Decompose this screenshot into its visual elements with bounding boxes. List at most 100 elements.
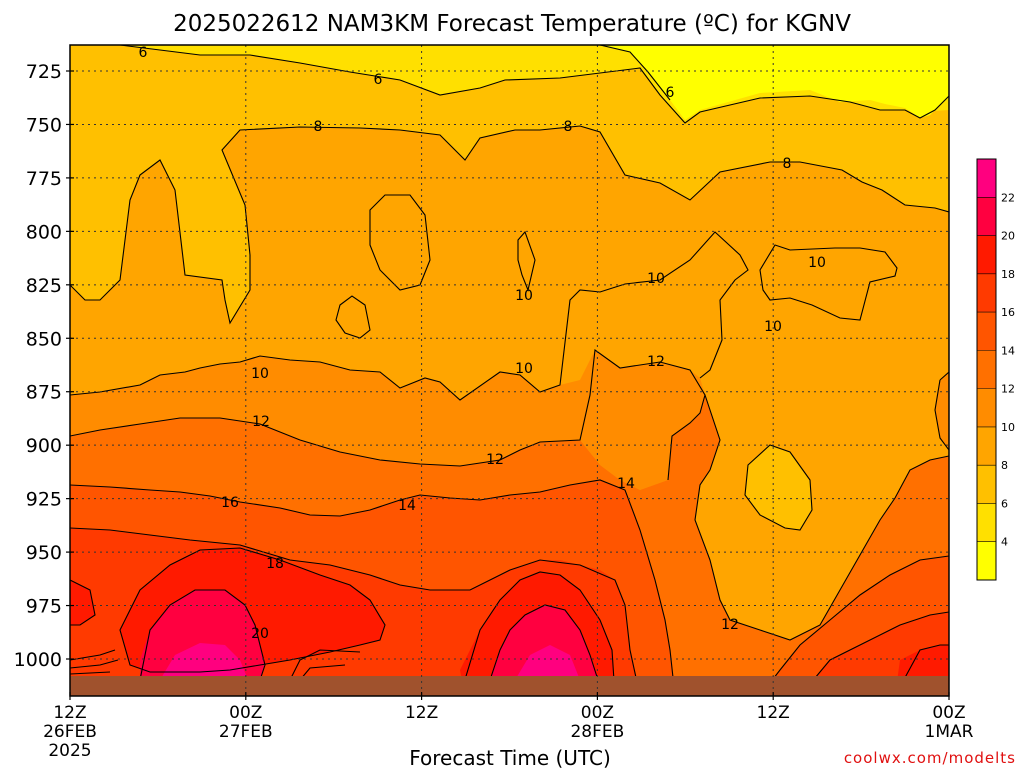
colorbar-label: 10 [1001,421,1015,434]
plot-frame [69,44,950,697]
colorbar-segment [977,465,996,504]
band-8-10 [70,45,949,323]
contour-line-14 [70,479,676,696]
x-tick-date: 27FEB [219,722,273,742]
contour-line-10d [517,230,536,292]
contour-labels: 6 6 6 8 8 8 10 10 10 10 10 10 12 12 12 12 14 14 16 18 20 [139,45,826,642]
x-tick-date: 26FEB [43,722,97,742]
contour-label-18: 18 [266,556,284,572]
grid [70,45,949,696]
contour-line-14r [759,555,949,696]
contour-label-12: 12 [647,354,665,370]
band-4-6 [600,45,949,120]
credit-text: coolwx.com/modelts [844,749,1016,767]
colorbar-frame [976,158,997,581]
colorbar-segment [977,197,996,236]
contour-label-10: 10 [808,255,826,271]
x-tick-year: 2025 [48,741,91,761]
contour-line-8 [70,125,949,325]
contour-label-6: 6 [374,72,383,88]
y-tick-label: 875 [26,382,62,404]
band-10-12-pocket1 [370,195,430,290]
y-tick-label: 775 [26,168,62,190]
y-tick-label: 800 [26,221,62,243]
colorbar-segment [977,273,996,313]
contour-label-8: 8 [314,119,323,135]
contour-label-8: 8 [783,156,792,172]
contour-line-16 [70,527,641,696]
contour-label-12: 12 [252,414,270,430]
colorbar-label: 4 [1001,536,1008,549]
band-20-22 [70,548,949,696]
colorbar-segment [977,426,996,466]
contour-label-10: 10 [251,366,269,382]
plot-area [70,45,949,696]
contour-label-6: 6 [139,45,148,61]
contour-line-10a [369,194,431,291]
colorbar-label: 18 [1001,268,1015,281]
band-12-14 [70,350,705,490]
contour-label-10: 10 [515,361,533,377]
y-tick-label: 850 [26,328,62,350]
colorbar-label: 6 [1001,497,1008,510]
y-axis: 725 750 775 800 825 850 875 900 925 950 975 1000 [14,61,74,671]
x-axis-label: Forecast Time (UTC) [409,746,611,768]
contour-line-6 [119,45,949,124]
band-10-12-pocket3 [760,245,897,320]
contour-label-6: 6 [666,85,675,101]
y-tick-label: 750 [26,114,62,136]
x-tick-date: 28FEB [570,722,624,742]
colorbar-label: 22 [1001,191,1015,204]
colorbar-segment [977,541,996,580]
contour-line-12r [694,394,949,641]
contour-line-6b [599,45,671,101]
band-8-10-pocket [745,445,812,530]
x-tick-time: 00Z [581,703,614,723]
y-tick-label: 925 [26,489,62,511]
colorbar-segment [977,235,996,274]
contour-line-10b [335,295,371,339]
colorbar-segment [977,350,996,389]
contour-line-near-surface [70,649,361,681]
x-tick-time: 00Z [229,703,262,723]
contour-label-14: 14 [398,498,416,514]
contour-label-10: 10 [764,319,782,335]
y-tick-label: 950 [26,542,62,564]
x-tick-time: 00Z [932,703,965,723]
colorbar-segment [977,312,996,351]
colorbar-segment [977,388,996,427]
contour-lines [70,45,949,696]
chart-title: 2025022612 NAM3KM Forecast Temperature (… [173,11,851,37]
colorbar-segment [977,503,996,542]
contour-label-20: 20 [251,626,269,642]
contour-line-10 [70,231,749,401]
x-tick-date: 1MAR [925,722,974,742]
contour-line-10c [759,244,898,321]
contour-line-20 [139,589,599,681]
contour-label-10: 10 [515,288,533,304]
y-tick-label: 1000 [14,649,62,671]
contour-line-8-pocket [744,444,813,531]
ground-surface [70,676,949,696]
contour-line-18 [70,547,949,696]
colorbar-label: 12 [1001,383,1015,396]
x-tick-time: 12Z [757,703,790,723]
colorbar-label: 14 [1001,344,1015,357]
contour-label-10: 10 [647,271,665,287]
y-tick-label: 825 [26,275,62,297]
colorbar-label: 8 [1001,459,1008,472]
y-tick-label: 975 [26,596,62,618]
x-tick-time: 12Z [53,703,86,723]
contour-label-8: 8 [564,119,573,135]
y-tick-label: 725 [26,61,62,83]
contour-label-12: 12 [721,617,739,633]
y-tick-label: 900 [26,435,62,457]
contour-label-16: 16 [221,495,239,511]
colorbar-label: 20 [1001,230,1015,243]
contour-label-14: 14 [617,476,635,492]
contour-label-12: 12 [486,452,504,468]
colorbar-segment [977,159,996,198]
colorbar-label: 16 [1001,306,1015,319]
